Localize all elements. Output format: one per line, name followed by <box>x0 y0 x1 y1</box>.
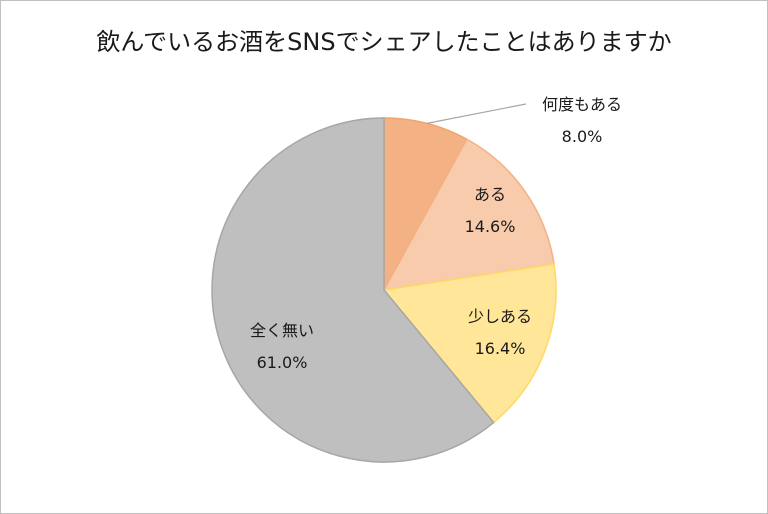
leader-line-1 <box>426 103 527 124</box>
slice-label-1: 何度もある <box>542 95 622 114</box>
pie-slice-2 <box>382 138 555 291</box>
slice-label-2: ある <box>474 185 506 204</box>
slice-value-4: 61.0% <box>257 353 308 372</box>
pie-slice-3 <box>382 263 557 424</box>
chart-title: 飲んでいるお酒をSNSでシェアしたことはありますか <box>96 28 672 56</box>
slice-value-2: 14.6% <box>465 217 516 236</box>
slice-label-4: 全く無い <box>250 321 314 340</box>
slice-value-1: 8.0% <box>562 127 603 146</box>
pie-slice-4 <box>211 117 495 463</box>
slice-value-3: 16.4% <box>475 339 526 358</box>
slice-label-3: 少しある <box>468 307 532 326</box>
